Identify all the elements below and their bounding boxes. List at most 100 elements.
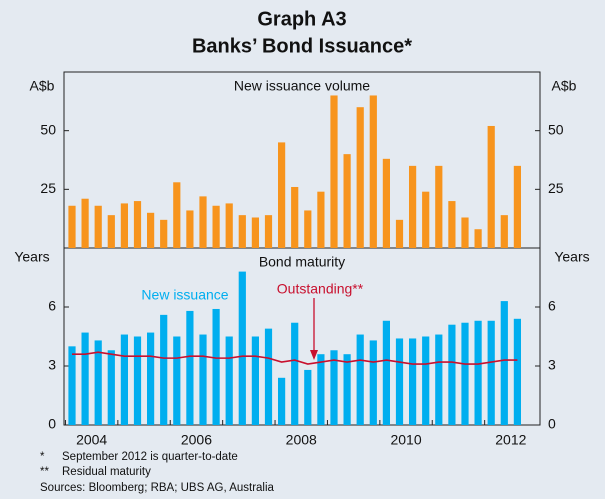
y-tick-label: 25 — [548, 180, 564, 196]
bar — [160, 219, 168, 248]
bar — [487, 320, 495, 425]
note-marker: * — [40, 451, 45, 463]
bar — [264, 215, 273, 248]
bar — [147, 212, 155, 248]
x-tick-label: 2008 — [286, 432, 317, 448]
bar — [251, 217, 259, 248]
bar — [330, 95, 338, 248]
y-tick-label: 0 — [48, 416, 56, 432]
bar — [212, 205, 220, 248]
bar — [291, 186, 299, 248]
bar — [81, 332, 89, 425]
bar — [291, 322, 299, 425]
bar — [68, 205, 76, 248]
bar — [435, 334, 443, 425]
bar — [500, 301, 508, 425]
bar — [422, 191, 430, 248]
annotation: New issuance — [141, 287, 228, 303]
bar — [513, 318, 521, 425]
annotation: Outstanding** — [277, 281, 364, 297]
chart-subtitle: Banks’ Bond Issuance* — [192, 35, 412, 57]
y-axis-label: Years — [14, 249, 49, 265]
bar — [395, 219, 404, 248]
bar — [422, 336, 430, 425]
bar — [461, 217, 469, 248]
bar — [409, 338, 417, 425]
bar — [448, 324, 456, 425]
bar — [81, 198, 89, 248]
bar — [409, 165, 417, 248]
bar — [251, 336, 259, 425]
bar — [369, 95, 377, 248]
chart-title: Graph A3 — [257, 8, 346, 30]
bar — [278, 142, 286, 248]
bar — [120, 334, 128, 425]
bar — [317, 191, 325, 248]
bar — [107, 350, 115, 425]
bar — [330, 350, 338, 425]
bar — [435, 165, 443, 248]
bar — [343, 154, 351, 248]
bar — [147, 332, 155, 425]
y-tick-label: 25 — [40, 180, 56, 196]
note-text: Residual maturity — [62, 466, 151, 478]
bar — [317, 354, 325, 425]
x-tick-label: 2004 — [76, 432, 107, 448]
bar — [225, 203, 233, 248]
bar — [68, 346, 76, 425]
bar — [395, 338, 404, 425]
footnotes: * September 2012 is quarter-to-date ** R… — [40, 451, 275, 494]
y-tick-label: 3 — [48, 357, 56, 373]
bar — [382, 320, 390, 425]
y-axis-label: Years — [554, 249, 589, 265]
sources: Sources: Bloomberg; RBA; UBS AG, Austral… — [40, 482, 275, 494]
x-tick-label: 2006 — [181, 432, 212, 448]
y-tick-label: 50 — [40, 121, 56, 137]
bar — [120, 203, 128, 248]
bar — [356, 334, 364, 425]
bar — [513, 165, 521, 248]
bar — [356, 107, 364, 248]
bar — [173, 336, 181, 425]
bar — [186, 310, 194, 425]
annotation-arrowhead — [310, 350, 318, 360]
bar — [474, 229, 482, 248]
bar — [199, 196, 207, 248]
bar — [238, 271, 246, 425]
note-marker: ** — [40, 466, 49, 478]
y-axis-label: A$b — [30, 78, 55, 94]
y-axis-label: A$b — [552, 78, 577, 94]
bar — [225, 336, 233, 425]
bar — [173, 182, 181, 248]
bar — [186, 210, 194, 248]
bar — [382, 158, 390, 248]
bar — [369, 340, 377, 425]
bar — [474, 320, 482, 425]
y-tick-label: 0 — [548, 416, 556, 432]
bar — [199, 334, 207, 425]
y-tick-label: 6 — [548, 298, 556, 314]
y-tick-label: 6 — [48, 298, 56, 314]
bar — [304, 369, 312, 425]
bar — [264, 328, 273, 425]
bar — [448, 201, 456, 248]
y-tick-label: 3 — [548, 357, 556, 373]
bar — [343, 354, 351, 425]
bar — [278, 377, 286, 425]
bar — [487, 125, 495, 248]
line — [72, 351, 518, 365]
note-text: September 2012 is quarter-to-date — [62, 451, 238, 463]
panel-title: Bond maturity — [259, 254, 345, 270]
y-tick-label: 50 — [548, 121, 564, 137]
bar — [500, 215, 508, 248]
bar — [133, 336, 142, 425]
bar — [461, 322, 469, 425]
bar — [94, 340, 102, 425]
bar — [160, 314, 168, 425]
bar — [133, 201, 142, 248]
x-tick-label: 2012 — [495, 432, 526, 448]
panel-title: New issuance volume — [234, 78, 370, 94]
bar — [212, 308, 220, 425]
bar — [94, 205, 102, 248]
